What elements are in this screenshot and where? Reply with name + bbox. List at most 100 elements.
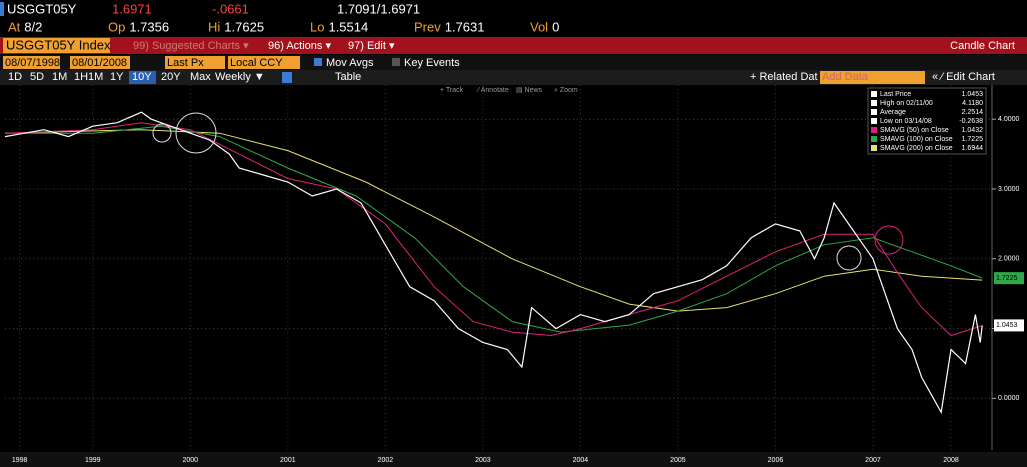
- legend-label: SMAVG (200) on Close: [880, 145, 953, 152]
- quote-label: Vol: [530, 19, 548, 34]
- range-button[interactable]: 1Y: [110, 71, 124, 83]
- moving-average: [4, 129, 983, 312]
- security-box[interactable]: [3, 38, 110, 53]
- x-tick-label: 2008: [943, 457, 959, 464]
- quote-label: Op: [108, 19, 125, 34]
- y-tick-label: 0.0000: [998, 395, 1020, 402]
- axis-tag-label: 1.7225: [996, 275, 1018, 282]
- x-tick-label: 1998: [12, 457, 28, 464]
- related-data[interactable]: + Related Dat: [750, 71, 818, 83]
- key-events[interactable]: Key Events: [404, 57, 460, 69]
- annotation-circle: [152, 123, 172, 143]
- quote-value: 1.5514: [328, 19, 368, 34]
- legend-swatch: [871, 145, 877, 151]
- chart-kind: Candle Chart: [950, 40, 1015, 52]
- quote-value: 1.7625: [224, 19, 264, 34]
- axis-tag-label: 1.0453: [996, 322, 1018, 329]
- quote-value: 0: [552, 19, 559, 34]
- range-button[interactable]: 10Y: [132, 71, 152, 83]
- currency-box[interactable]: [228, 56, 300, 69]
- x-tick-label: 2000: [183, 457, 199, 464]
- legend-value: 1.0453: [962, 91, 984, 98]
- moving-average: [5, 125, 983, 333]
- range-button[interactable]: 5D: [30, 71, 44, 83]
- add-data[interactable]: Add Data: [822, 71, 869, 83]
- legend-value: 2.2514: [962, 109, 984, 116]
- quote-label: Lo: [310, 19, 324, 34]
- menu-bar: [0, 37, 1027, 54]
- legend-swatch: [871, 127, 877, 133]
- annotation-circle: [175, 112, 217, 154]
- actions-menu[interactable]: 96) Actions ▾: [268, 40, 331, 52]
- suggested-charts[interactable]: 99) Suggested Charts ▾: [133, 40, 249, 52]
- range-button[interactable]: 1M: [52, 71, 67, 83]
- start-date-box[interactable]: [3, 56, 60, 69]
- mov-avgs[interactable]: Mov Avgs: [326, 57, 374, 69]
- y-tick-label: 3.0000: [998, 186, 1020, 193]
- legend: Last Price 1.0453 High on 02/11/00 4.1180 Av…: [867, 87, 987, 155]
- annotation-circle: [836, 245, 862, 271]
- start-date[interactable]: 08/07/1998: [5, 57, 60, 69]
- currency[interactable]: Local CCY: [230, 57, 283, 69]
- field[interactable]: Last Px: [167, 57, 204, 69]
- y-tick-label: 4.0000: [998, 116, 1020, 123]
- net-change: -.0661: [212, 1, 249, 16]
- legend-label: Last Price: [880, 91, 911, 98]
- range-button[interactable]: 1D: [8, 71, 22, 83]
- legend-label: High on 02/11/00: [880, 100, 933, 107]
- legend-label: SMAVG (50) on Close: [880, 127, 949, 134]
- table-tab[interactable]: Table: [335, 71, 361, 83]
- x-tick-label: 2005: [670, 457, 686, 464]
- edit-menu[interactable]: 97) Edit ▾: [348, 40, 395, 52]
- x-axis-strip: [0, 452, 1027, 467]
- annotation-circles: [152, 112, 904, 271]
- quote-label: Prev: [414, 19, 441, 34]
- key-events-checkbox[interactable]: [392, 58, 400, 66]
- add-data-box[interactable]: [820, 71, 925, 84]
- chart-icon[interactable]: [282, 72, 292, 83]
- y-tick-label: 2.0000: [998, 256, 1020, 263]
- legend-swatch: [871, 91, 877, 97]
- range-button[interactable]: Max: [190, 71, 211, 83]
- quote-row: At 8/2 Op 1.7356 Hi 1.7625 Lo 1.5514 Prev 1.7631 V…: [8, 19, 559, 34]
- mov-avgs-checkbox[interactable]: [314, 58, 322, 66]
- chart-tool[interactable]: + Track: [440, 87, 464, 94]
- x-tick-label: 2002: [378, 457, 394, 464]
- legend-value: 1.6944: [962, 145, 984, 152]
- ticker-marker: [0, 2, 4, 16]
- period[interactable]: Weekly ▼: [215, 71, 265, 83]
- range-buttons: 1D 5D 1M 1H1M 1Y 10Y 20Y Max: [8, 71, 211, 84]
- chart-tool[interactable]: ⁄ Annotate: [476, 87, 509, 94]
- last-price: 1.6971: [112, 1, 152, 16]
- chart-tool[interactable]: ⌕ Zoom: [554, 87, 578, 94]
- field-box[interactable]: [165, 56, 225, 69]
- quote-value: 1.7356: [129, 19, 169, 34]
- legend-swatch: [871, 109, 877, 115]
- x-tick-label: 2001: [280, 457, 296, 464]
- quote-label: At: [8, 19, 21, 34]
- edit-chart[interactable]: « ⁄ Edit Chart: [932, 71, 995, 83]
- axis-tag: [994, 319, 1024, 332]
- annotation-circle: [874, 225, 904, 255]
- end-date[interactable]: 08/01/2008: [72, 57, 127, 69]
- range-active: [129, 71, 156, 84]
- plot-area: + Track ⁄ Annotate ▤ News ⌕ Zoom 4.0000 3.000…: [0, 85, 1027, 467]
- range-button[interactable]: 1H1M: [74, 71, 103, 83]
- legend-value: 4.1180: [962, 100, 983, 107]
- x-tick-label: 2003: [475, 457, 491, 464]
- legend-value: -0.2638: [959, 118, 983, 125]
- range-button[interactable]: 20Y: [161, 71, 181, 83]
- security[interactable]: USGGT05Y Index: [6, 37, 111, 52]
- chart-tool[interactable]: ▤ News: [516, 87, 543, 94]
- legend-value: 1.7225: [962, 136, 984, 143]
- end-date-box[interactable]: [70, 56, 130, 69]
- bid-ask: 1.7091/1.6971: [337, 1, 420, 16]
- quote-value: 8/2: [24, 19, 42, 34]
- range-bar: [0, 70, 1027, 85]
- ticker: USGGT05Y: [7, 1, 77, 16]
- legend-label: SMAVG (100) on Close: [880, 136, 953, 143]
- legend-label: Low on 03/14/08: [880, 118, 932, 125]
- legend-swatch: [871, 136, 877, 142]
